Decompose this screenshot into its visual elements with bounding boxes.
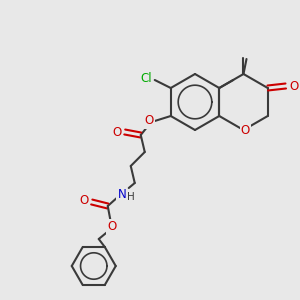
- Text: Cl: Cl: [140, 73, 152, 85]
- Text: O: O: [289, 80, 298, 92]
- Text: H: H: [127, 192, 135, 202]
- Text: O: O: [112, 125, 122, 139]
- Text: O: O: [144, 115, 153, 128]
- Text: O: O: [107, 220, 116, 233]
- Text: O: O: [79, 194, 88, 208]
- Text: O: O: [241, 124, 250, 137]
- Text: N: N: [117, 188, 126, 200]
